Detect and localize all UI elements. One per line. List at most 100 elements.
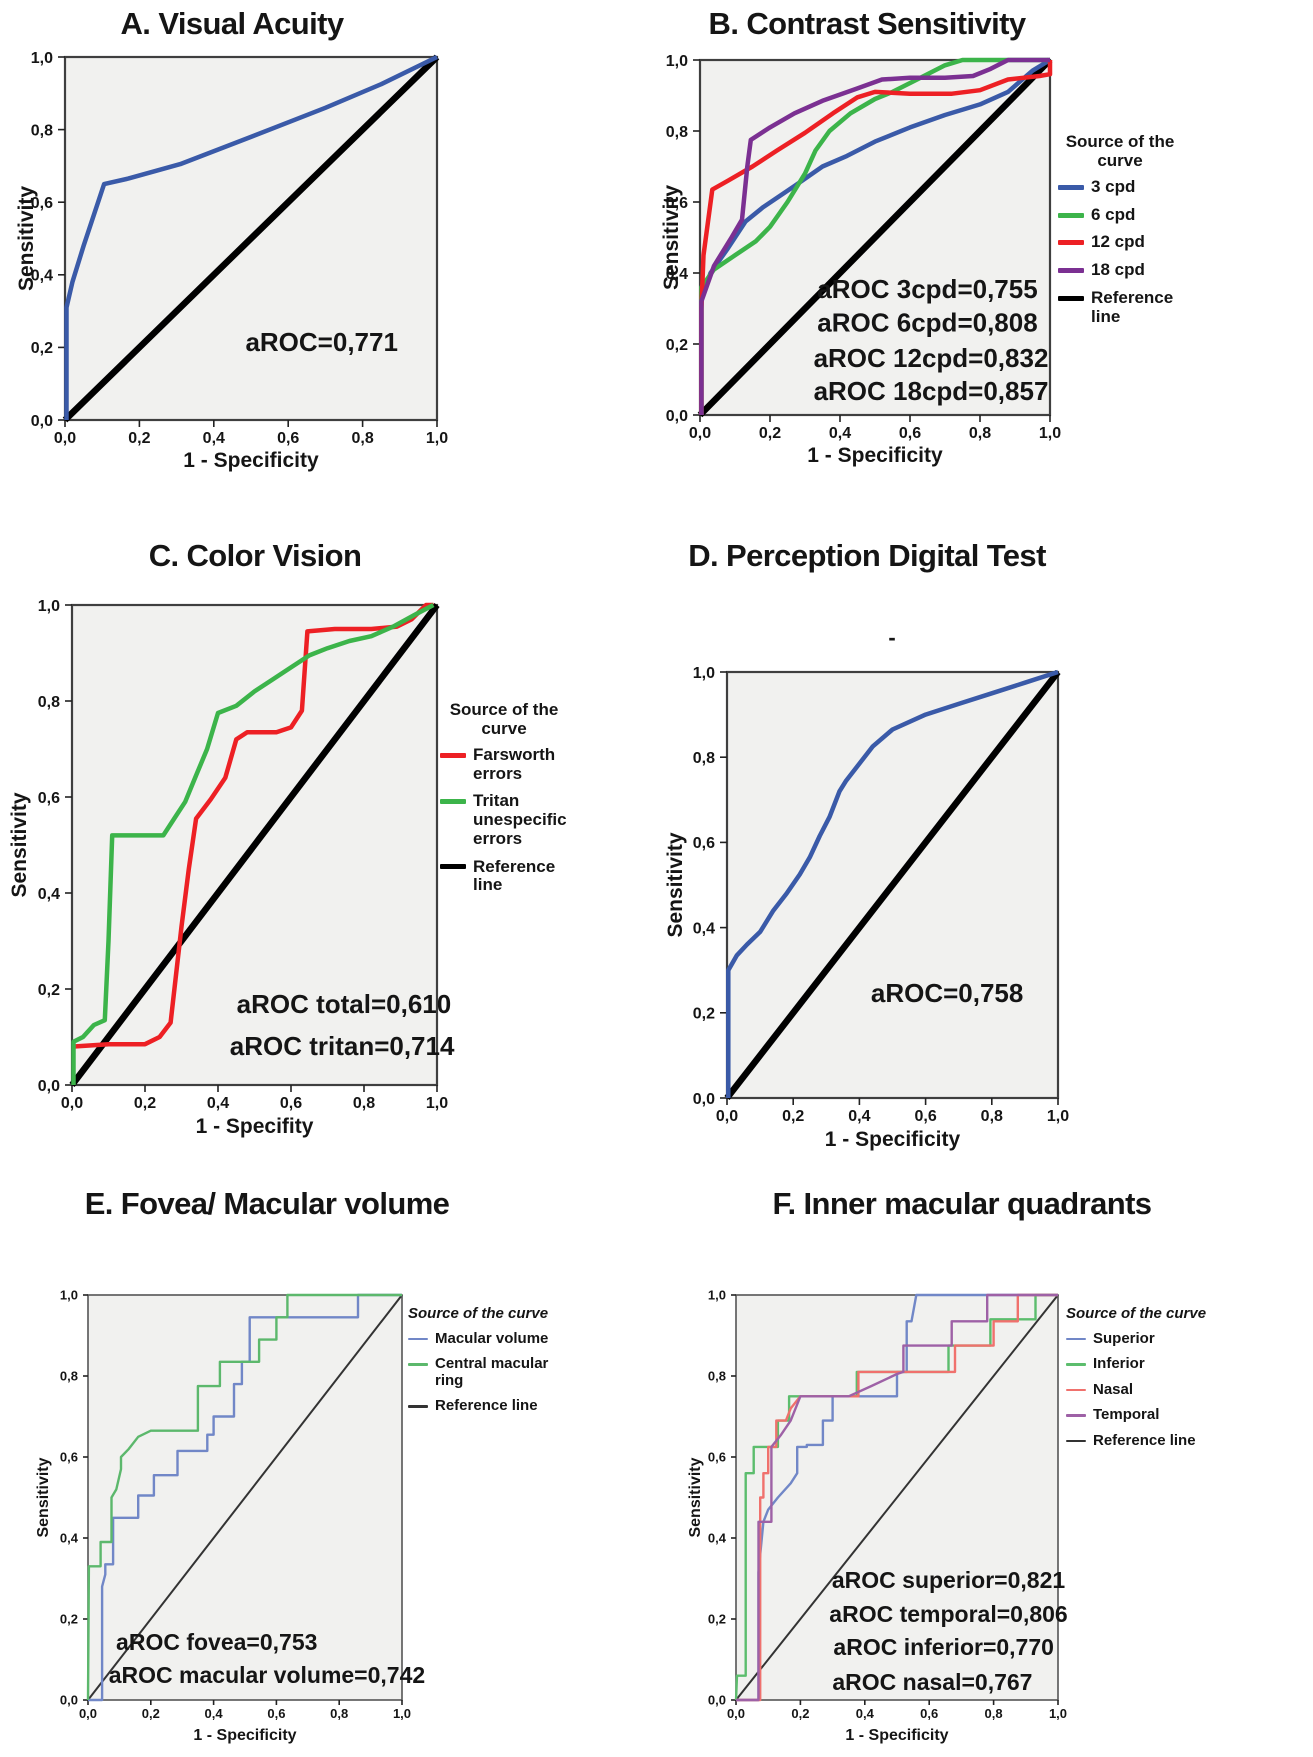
legend-label: 12 cpd [1091,232,1145,252]
aroc-annotation: aROC=0,758 [871,978,1023,1008]
y-tick-label: 0,4 [60,1531,79,1546]
series-18-cpd [699,57,1050,415]
x-tick-label: 0,6 [914,1108,936,1125]
x-tick-label: 0,2 [782,1108,804,1125]
y-tick-label: 0,2 [38,982,60,999]
y-axis-label: Sensitivity [35,1457,52,1537]
legend-swatch-line [1058,267,1084,273]
y-axis-label: Sensitivity [15,186,38,291]
legend-label: 3 cpd [1091,177,1136,197]
x-tick-label: 0,4 [203,430,225,447]
roc-chart-visual-acuity: 0,0 0,2 0,4 0,6 0,8 1,0 0,0 0,2 0,4 0,6 0,8 1,0 1 - … [15,50,448,472]
x-axis-ticks: 0,0 0,2 0,4 0,6 0,8 1,0 [61,1085,448,1112]
legend-label: Reference line [1091,287,1174,326]
legend-entry: Farsworth errors [440,745,568,783]
x-axis-ticks: 0,0 0,2 0,4 0,6 0,8 1,0 [79,1700,411,1721]
y-tick-label: 0,6 [708,1450,726,1465]
y-tick-label: 1,0 [60,1288,78,1303]
x-tick-label: 0,4 [848,1108,870,1125]
x-axis-label: 1 - Specificity [807,444,943,467]
x-tick-label: 0,4 [205,1706,224,1721]
panel-inner-macular-quadrants: F. Inner macular quadrants 0,0 0,2 0,4 0,6 0… [656,1160,1313,1757]
x-tick-label: 0,4 [829,425,851,442]
panel-contrast-sensitivity: B. Contrast Sensitivity 0,0 0,2 0,4 0,6 0,8 1… [656,0,1313,500]
aroc-annotation: aROC 3cpd=0,755 [817,274,1037,304]
legend-swatch-line [1058,240,1084,246]
y-tick-label: 1,0 [31,50,53,67]
legend-entry: 18 cpd [1058,260,1182,280]
x-axis-label: 1 - Specificity [825,1128,961,1151]
x-tick-label: 0,8 [981,1108,1003,1125]
x-tick-label: 0,0 [61,1095,83,1112]
y-tick-label: 0,6 [60,1450,78,1465]
y-tick-label: 0,6 [31,195,53,212]
x-tick-label: 0,8 [969,425,991,442]
legend-label: Farsworth errors [473,745,556,783]
series-reference-line [735,1294,1059,1701]
y-tick-label: 0,2 [693,1006,715,1023]
aroc-annotation: aROC tritan=0,714 [230,1031,455,1061]
y-axis-ticks: 0,0 0,2 0,4 0,6 0,8 1,0 [60,1288,88,1708]
legend-swatch-line [408,1337,428,1341]
legend-title: Source of the curve [408,1305,549,1322]
series-reference-line [724,670,1061,1100]
panel-title-fovea-macular-volume: E. Fovea/ Macular volume [84,1186,450,1221]
legend-contrast-sensitivity: Source of the curve 3 cpd 6 cpd 12 cpd 18 cp… [1058,132,1182,335]
y-axis-ticks: 0,0 0,2 0,4 0,6 0,8 1,0 [38,598,72,1095]
x-tick-label: 0,6 [899,425,921,442]
legend-swatch-line [1066,1388,1086,1392]
x-axis-ticks: 0,0 0,2 0,4 0,6 0,8 1,0 [727,1700,1067,1721]
aroc-annotation: aROC 6cpd=0,808 [817,308,1037,338]
x-tick-label: 1,0 [426,430,448,447]
legend-entry: Nasal [1066,1381,1214,1399]
legend-swatch-line [408,1405,428,1408]
legend-swatch-line [1066,1414,1086,1417]
legend-color-vision: Source of the curve Farsworth errors Trita… [440,700,568,904]
y-axis-label: Sensitivity [687,1457,704,1537]
x-tick-label: 1,0 [426,1095,448,1112]
x-tick-label: 0,8 [351,430,373,447]
legend-swatch-line [408,1363,428,1366]
legend-entry: Central macular ring [408,1356,560,1389]
x-axis-label: 1 - Specifity [196,1115,314,1138]
x-tick-label: 0,4 [856,1706,875,1721]
legend-title: Source of the curve [1066,1305,1207,1322]
y-tick-label: 0,2 [31,340,53,357]
y-axis-label: Sensitivity [8,792,31,897]
y-tick-label: 0,0 [60,1693,78,1708]
x-tick-label: 0,8 [330,1706,348,1721]
roc-chart-perception-digital-test: 0,0 0,2 0,4 0,6 0,8 1,0 0,0 0,2 0,4 0,6 0,8 1,0 1 - … [664,625,1069,1151]
legend-label: Central macular ring [435,1355,549,1389]
legend-inner-macular-quadrants: Source of the curve Superior Inferior Nasal… [1066,1305,1214,1458]
legend-label: Tritan unespecific errors [473,791,567,848]
legend-label: Reference line [435,1397,538,1415]
x-tick-label: 0,6 [280,1095,302,1112]
series-12-cpd [699,60,1053,415]
x-tick-label: 0,0 [79,1706,97,1721]
roc-chart-color-vision: 0,0 0,2 0,4 0,6 0,8 1,0 0,0 0,2 0,4 0,6 0,8 1,0 1 - … [8,598,455,1138]
y-tick-label: 0,4 [666,266,688,283]
roc-chart-fovea-macular-volume: 0,0 0,2 0,4 0,6 0,8 1,0 0,0 0,2 0,4 0,6 0,8 1,0 1 - … [35,1288,425,1744]
legend-entry: Temporal [1066,1407,1214,1424]
legend-label: Reference line [473,856,556,895]
panel-color-vision: C. Color Vision 0,0 0,2 0,4 0,6 0,8 1,0 0,0 0,2… [0,520,656,1160]
legend-entry: Reference line [1066,1432,1214,1450]
legend-entry: 12 cpd [1058,233,1182,252]
legend-entry: Inferior [1066,1356,1214,1373]
y-tick-label: 0,8 [31,122,53,139]
legend-entry: Superior [1066,1330,1214,1348]
legend-swatch-line [1066,1363,1086,1366]
y-tick-label: 1,0 [38,598,60,615]
series-farsworth-errors [71,602,434,1049]
legend-entry: 3 cpd [1058,177,1182,197]
x-tick-label: 0,4 [207,1095,229,1112]
legend-swatch-line [440,799,466,805]
legend-swatch-line [1058,184,1084,190]
x-tick-label: 1,0 [1049,1706,1067,1721]
legend-entry: Macular volume [408,1330,560,1348]
y-tick-label: 0,2 [708,1612,726,1627]
legend-entry: Tritan unespecific errors [440,792,568,848]
legend-swatch-line [440,752,466,758]
series-inferior [734,1293,1058,1701]
y-tick-label: 0,2 [60,1612,78,1627]
